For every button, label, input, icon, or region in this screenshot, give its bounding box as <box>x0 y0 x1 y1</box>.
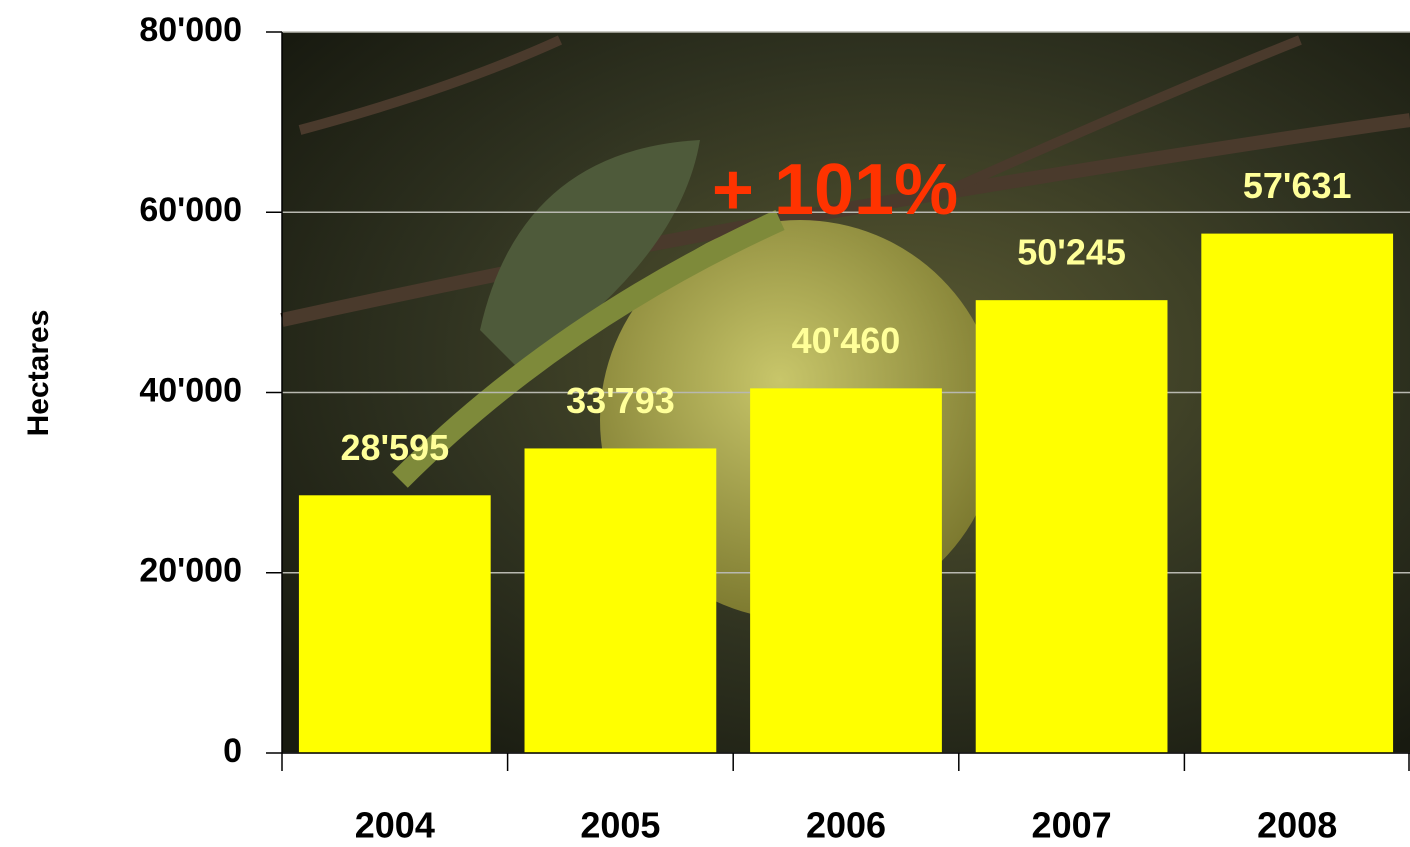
y-tick-label: 60'000 <box>139 191 242 229</box>
annotation: + 101% <box>712 150 958 230</box>
x-tick-label: 2006 <box>806 805 886 846</box>
value-label: 40'460 <box>792 320 901 361</box>
x-tick-label: 2004 <box>355 805 435 846</box>
y-tick-label: 20'000 <box>139 552 242 590</box>
y-tick-label: 80'000 <box>139 11 242 49</box>
bar <box>1201 233 1394 754</box>
bar <box>975 300 1168 753</box>
value-label: 50'245 <box>1017 232 1126 273</box>
y-tick-label: 40'000 <box>139 371 242 409</box>
bar <box>750 388 942 753</box>
value-label: 57'631 <box>1243 165 1352 206</box>
value-label: 33'793 <box>566 380 675 421</box>
x-tick-label: 2007 <box>1032 805 1112 846</box>
x-tick-label: 2008 <box>1257 805 1337 846</box>
y-axis-label: Hectares <box>22 310 55 437</box>
y-tick-label: 0 <box>223 732 242 770</box>
x-tick-label: 2005 <box>580 805 660 846</box>
bar <box>298 495 491 753</box>
value-label: 28'595 <box>340 427 449 468</box>
bar <box>524 448 717 753</box>
